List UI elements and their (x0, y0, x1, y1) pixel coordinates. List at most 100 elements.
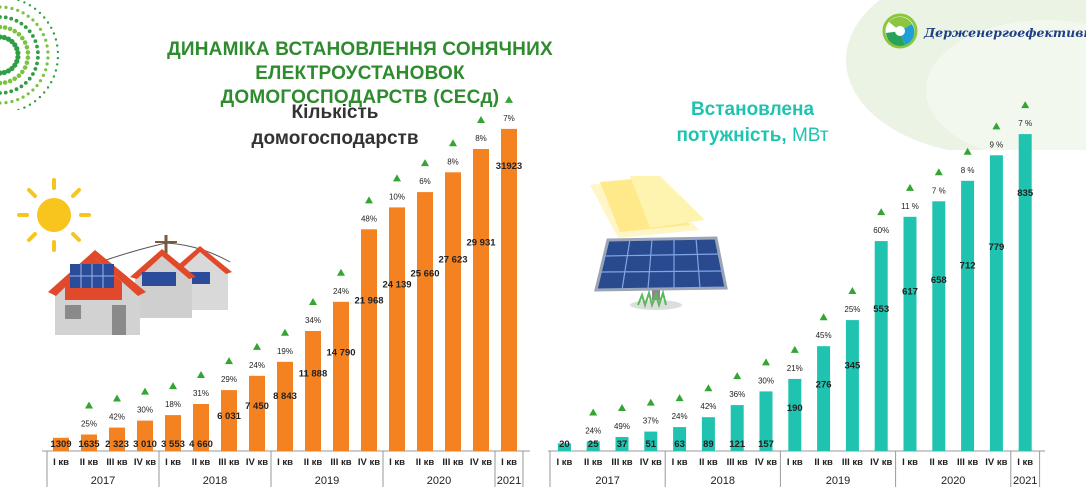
households-growth-label: 31% (193, 389, 209, 398)
households-category-label: I кв (277, 457, 293, 468)
sunburst-dot (17, 0, 20, 2)
sunburst-dot (14, 46, 20, 52)
capacity-growth-arrow-icon (675, 394, 684, 402)
sunburst-dot (35, 22, 39, 26)
capacity-bar (961, 180, 975, 452)
sunburst-dot (26, 92, 30, 96)
households-growth-arrow-icon (393, 174, 401, 182)
capacity-bar (673, 427, 687, 451)
sunburst-dot (14, 18, 19, 23)
sunburst-dot (20, 35, 25, 41)
households-category-label: I кв (165, 457, 181, 468)
households-value-label: 3 553 (161, 439, 185, 450)
capacity-bar (557, 443, 571, 451)
capacity-bar (989, 155, 1003, 452)
sunburst-dot (3, 15, 8, 20)
house-icon (48, 235, 232, 335)
capacity-year-label: 2019 (826, 475, 850, 487)
capacity-growth-label: 30% (758, 376, 774, 385)
sunburst-dot (33, 100, 37, 103)
sunburst-dot (41, 33, 46, 37)
capacity-growth-label: 25% (844, 305, 860, 314)
households-value-label: 24 139 (382, 280, 411, 291)
households-growth-label: 48% (361, 214, 377, 223)
sunburst-dot (23, 1, 26, 4)
households-growth-arrow-icon (253, 342, 261, 350)
households-growth-label: 34% (305, 316, 321, 325)
sunburst-dot (12, 76, 17, 82)
capacity-growth-label: 49% (614, 422, 630, 431)
capacity-chart-unit: МВт (791, 125, 829, 146)
capacity-growth-arrow-icon (963, 147, 972, 155)
sunburst-dot (9, 89, 14, 94)
capacity-growth-label: 36% (729, 390, 745, 399)
households-category-label: II кв (80, 457, 99, 468)
sunburst-dot (56, 44, 59, 47)
page-title-line1: ДИНАМІКА ВСТАНОВЛЕННЯ СОНЯЧНИХ ЕЛЕКТРОУС… (167, 39, 553, 84)
households-growth-label: 29% (221, 375, 237, 384)
sunburst-dot (56, 50, 60, 54)
sunburst-dot (56, 56, 60, 60)
households-growth-arrow-icon (197, 370, 205, 378)
sunburst-dot (43, 16, 46, 19)
households-growth-label: 30% (137, 406, 153, 415)
households-growth-arrow-icon (281, 328, 289, 336)
households-growth-arrow-icon (169, 382, 177, 390)
sunburst-dot (23, 106, 26, 109)
households-bar (53, 437, 69, 451)
sunburst-dot (31, 72, 35, 76)
capacity-growth-arrow-icon (618, 403, 626, 411)
households-category-label: III кв (442, 457, 463, 468)
capacity-category-label: II кв (930, 457, 949, 468)
households-growth-arrow-icon (365, 196, 373, 204)
sunburst-dot (19, 84, 24, 89)
sunburst-dot (5, 68, 11, 74)
capacity-growth-arrow-icon (877, 208, 886, 216)
sunburst-dot (46, 21, 50, 24)
capacity-value-label: 345 (844, 361, 861, 372)
sunburst-decoration-icon (0, 0, 60, 110)
sunburst-dot (31, 34, 35, 38)
households-growth-label: 24% (333, 287, 349, 296)
capacity-bar (788, 378, 802, 451)
capacity-growth-arrow-icon (819, 313, 828, 321)
households-growth-label: 42% (109, 413, 125, 422)
sunburst-dot (1, 69, 7, 76)
households-growth-label: 8% (475, 134, 487, 143)
sunburst-dot (15, 50, 21, 56)
sunburst-dot (38, 27, 43, 31)
households-value-label: 1309 (50, 439, 71, 450)
capacity-bar (903, 216, 917, 451)
capacity-value-label: 712 (960, 260, 976, 271)
sunburst-dot (50, 81, 53, 84)
sunburst-dot (9, 16, 14, 21)
sunburst-dot (16, 98, 20, 102)
sunburst-dot (44, 38, 48, 42)
capacity-bar (874, 241, 888, 451)
sunburst-dot (7, 26, 13, 32)
capacity-bar (615, 437, 629, 451)
sunburst-dot (28, 4, 32, 7)
households-bar (361, 229, 377, 451)
capacity-category-label: II кв (584, 457, 603, 468)
capacity-growth-label: 24% (585, 427, 601, 436)
capacity-growth-arrow-icon (1021, 101, 1030, 109)
households-category-label: III кв (330, 457, 351, 468)
sunburst-dot (15, 54, 21, 60)
households-value-label: 7 450 (245, 401, 269, 412)
capacity-growth-arrow-icon (704, 384, 713, 392)
sunburst-dot (2, 80, 8, 85)
sunburst-dot (46, 56, 50, 60)
sunburst-dot (45, 44, 49, 48)
page-title: ДИНАМІКА ВСТАНОВЛЕННЯ СОНЯЧНИХ ЕЛЕКТРОУС… (60, 38, 660, 110)
sunburst-dot (12, 28, 17, 34)
capacity-growth-label: 9 % (990, 140, 1004, 149)
households-growth-label: 24% (249, 361, 265, 370)
households-chart: 1309 I кв 1635 25% II кв 2 323 42% III кв 3 010 3… (42, 95, 530, 487)
capacity-value-label: 89 (703, 439, 714, 450)
sunburst-dot (25, 55, 31, 60)
capacity-category-label: IV кв (755, 457, 777, 468)
sunburst-dot (38, 79, 43, 83)
sunburst-dot (0, 5, 2, 9)
capacity-growth-arrow-icon (589, 408, 598, 416)
